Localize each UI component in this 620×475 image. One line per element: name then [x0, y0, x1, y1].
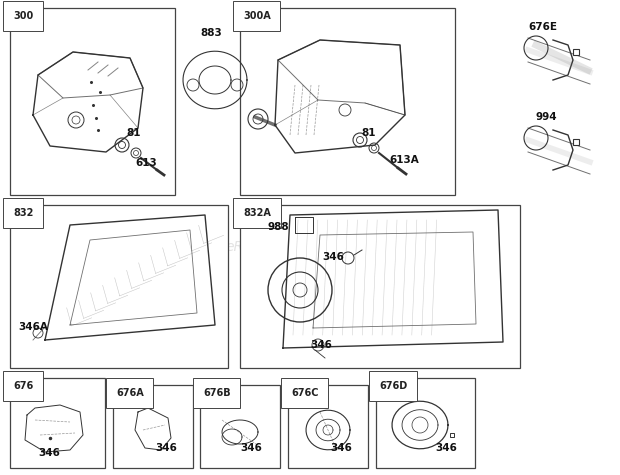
Bar: [10, 205, 228, 368]
Bar: [113, 385, 193, 468]
Text: 346: 346: [330, 443, 352, 453]
Bar: [200, 385, 280, 468]
Text: 346: 346: [310, 340, 332, 350]
Bar: [376, 378, 475, 468]
Bar: [288, 385, 368, 468]
Text: 676D: 676D: [379, 381, 407, 391]
Text: 346: 346: [240, 443, 262, 453]
Bar: [10, 8, 175, 195]
Text: 676A: 676A: [116, 388, 144, 398]
Bar: [240, 8, 455, 195]
Text: 832: 832: [13, 208, 33, 218]
Text: 676C: 676C: [291, 388, 319, 398]
Text: 81: 81: [361, 128, 376, 138]
Text: 346: 346: [322, 252, 344, 262]
Text: 346A: 346A: [18, 322, 48, 332]
Text: 613A: 613A: [389, 155, 419, 165]
Text: 676: 676: [13, 381, 33, 391]
Text: 988: 988: [267, 222, 289, 232]
Bar: [240, 205, 520, 368]
Text: 994: 994: [535, 112, 557, 122]
Text: 346: 346: [38, 448, 60, 458]
Text: 883: 883: [200, 28, 222, 38]
Text: 613: 613: [135, 158, 157, 168]
Text: 300A: 300A: [243, 11, 271, 21]
Text: 832A: 832A: [243, 208, 271, 218]
Text: 676E: 676E: [528, 22, 557, 32]
Text: 300: 300: [13, 11, 33, 21]
Text: eReplacementParts.com: eReplacementParts.com: [225, 240, 395, 254]
Text: 676B: 676B: [203, 388, 231, 398]
Text: 81: 81: [126, 128, 141, 138]
Text: 346: 346: [155, 443, 177, 453]
Text: 346: 346: [435, 443, 457, 453]
Bar: [10, 378, 105, 468]
